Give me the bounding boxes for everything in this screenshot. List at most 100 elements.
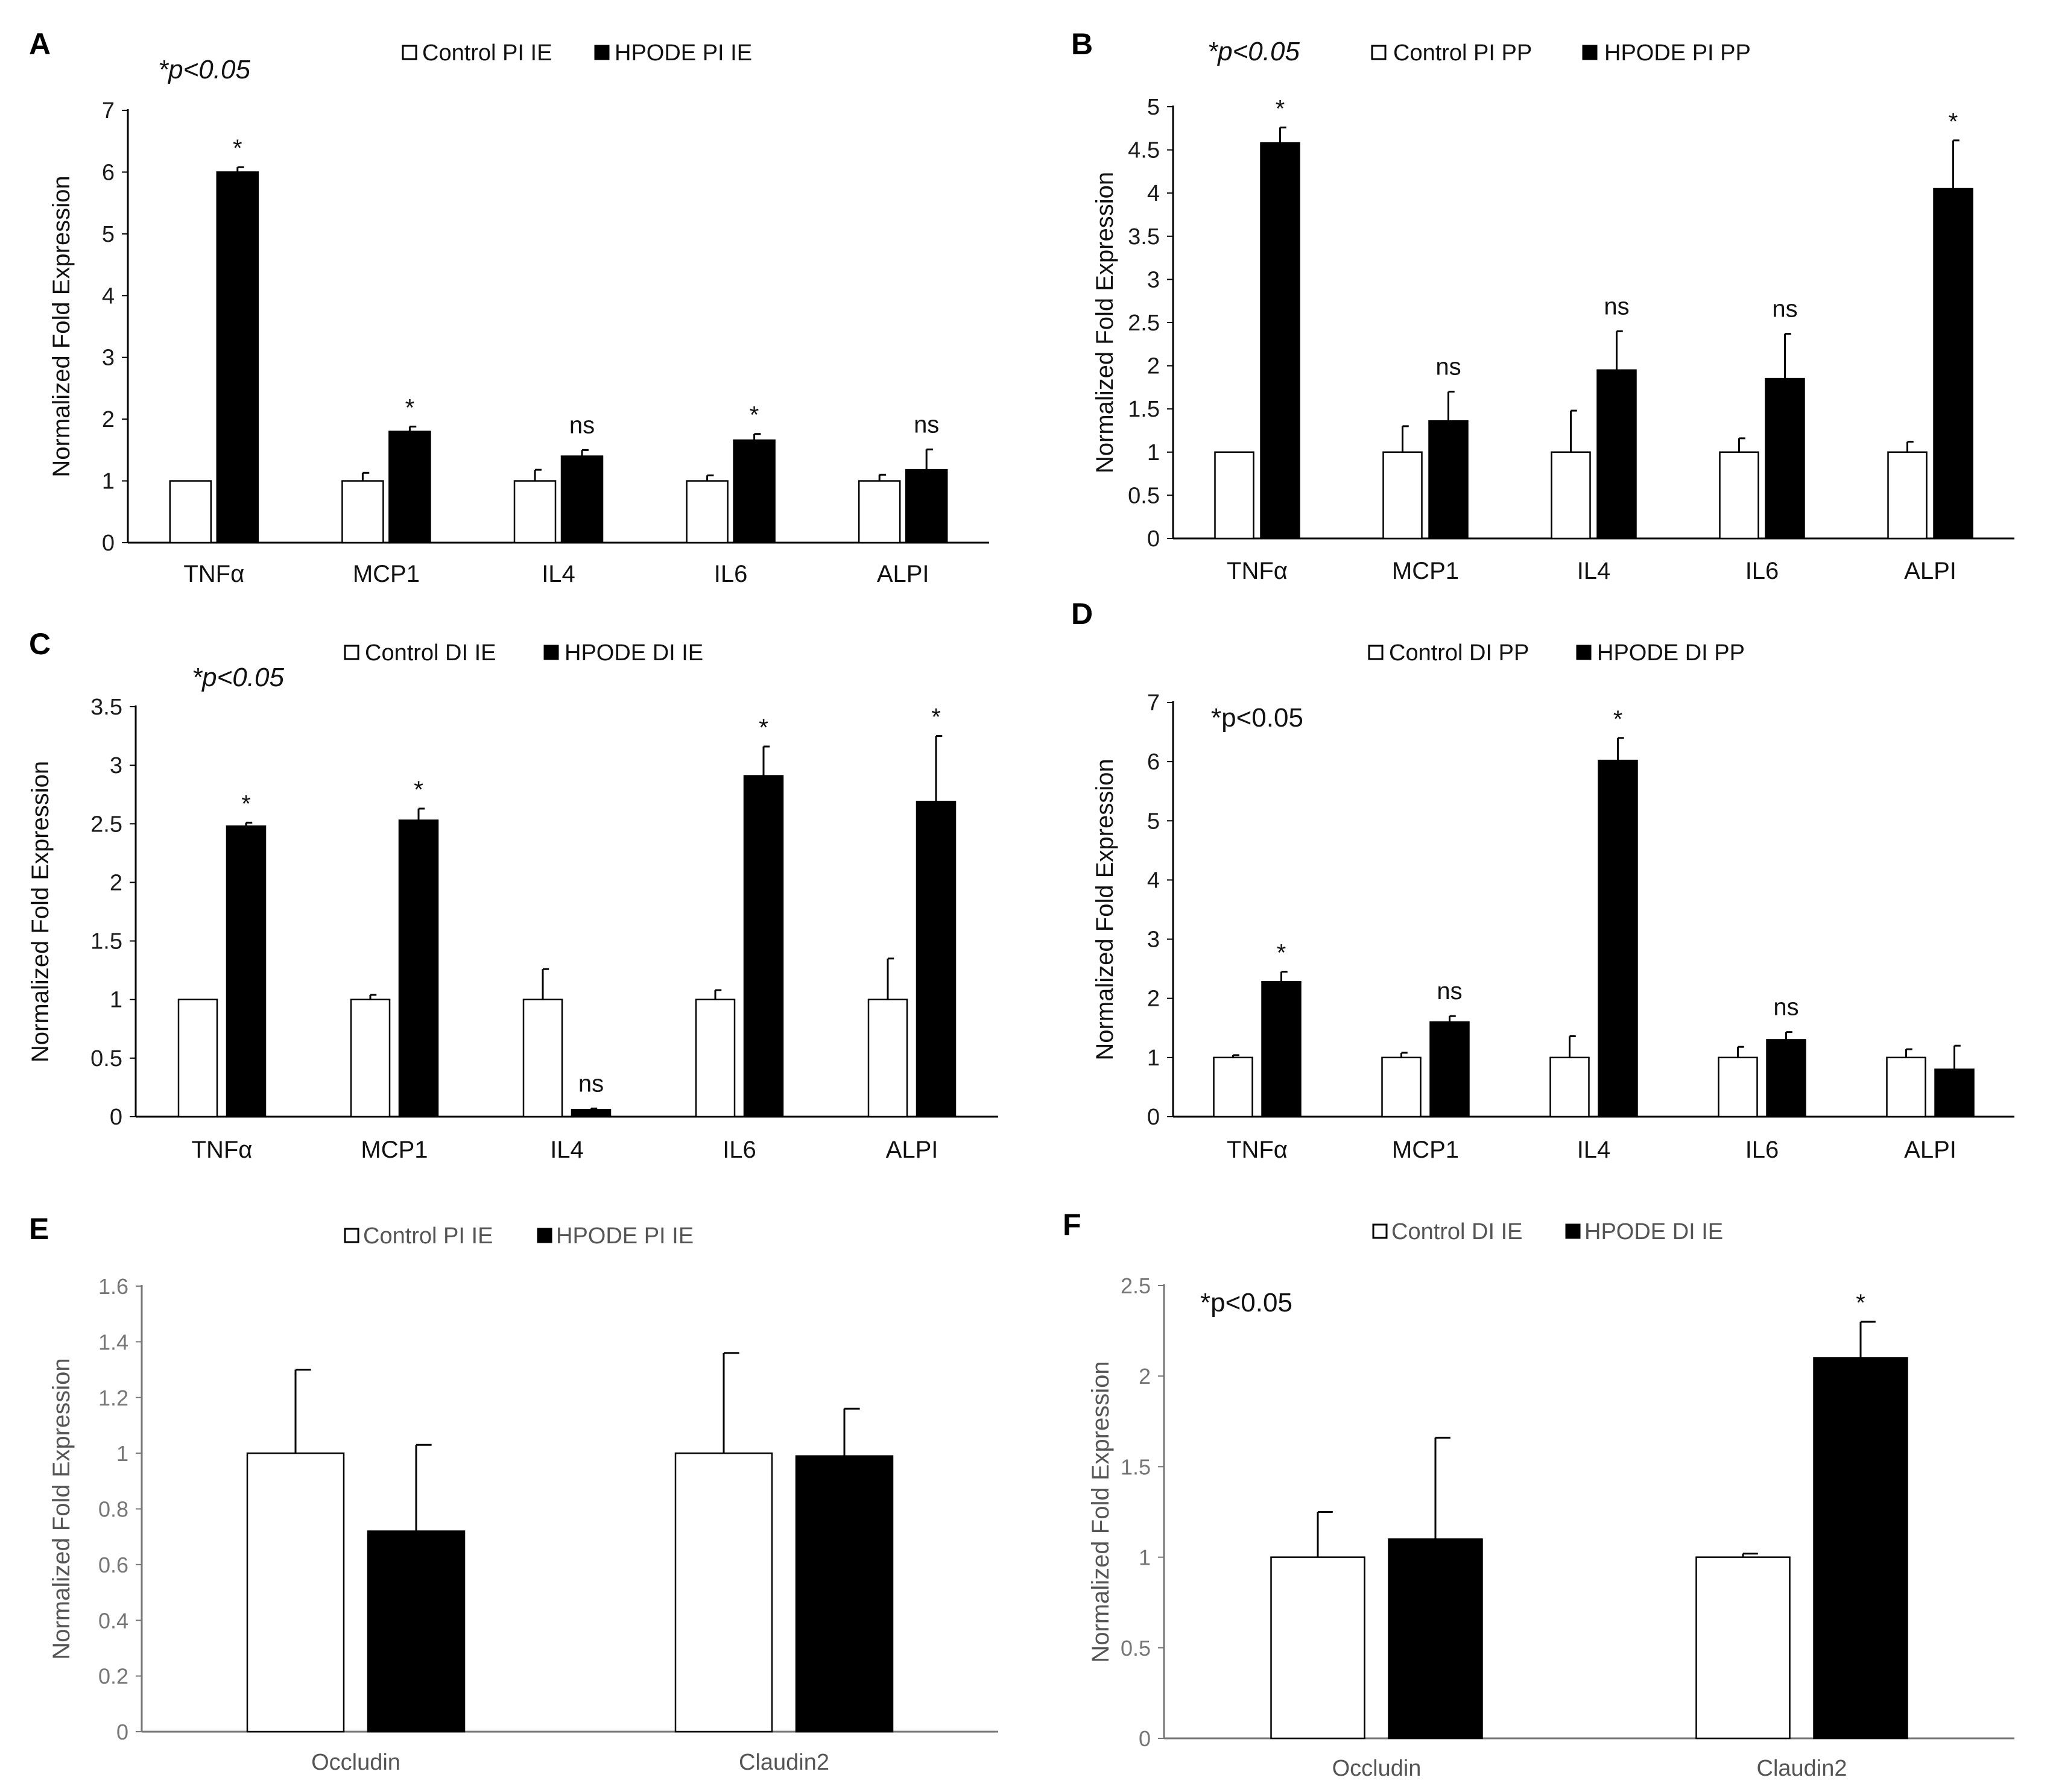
legend-swatch-control	[1372, 1223, 1388, 1239]
legend-swatch-hpode	[1565, 1223, 1581, 1239]
x-category-label: IL6	[1745, 1137, 1779, 1163]
panel-letter: F	[1063, 1208, 1081, 1241]
y-tick-label: 7	[1147, 690, 1160, 716]
x-category-label: MCP1	[1392, 558, 1459, 584]
panel-letter: E	[29, 1212, 49, 1246]
y-tick-label: 1	[1139, 1545, 1151, 1570]
x-category-label: Claudin2	[739, 1750, 829, 1775]
legend-label-control: Control PI IE	[422, 40, 552, 66]
y-tick-label: 5	[1147, 809, 1160, 834]
significance-star: *	[405, 394, 415, 421]
significance-ns: ns	[569, 412, 595, 438]
y-tick-label: 3	[1147, 267, 1160, 292]
bar-control	[341, 480, 384, 544]
bar-hpode	[1813, 1357, 1908, 1740]
y-tick-label: 3.5	[90, 695, 122, 720]
y-tick-label: 0.8	[98, 1497, 128, 1522]
bar-hpode	[1261, 980, 1302, 1118]
legend-swatch-hpode	[1576, 645, 1592, 660]
x-category-label: Claudin2	[1757, 1756, 1847, 1781]
significance-star: *	[233, 135, 242, 162]
y-tick-label: 0.5	[90, 1046, 122, 1071]
bar-control	[1382, 451, 1423, 540]
significance-ns: ns	[1772, 296, 1797, 323]
bar-hpode	[905, 469, 948, 544]
x-category-label: ALPI	[877, 561, 929, 587]
x-category-label: IL6	[714, 561, 748, 587]
significance-star: *	[759, 715, 768, 741]
y-tick-label: 2	[110, 870, 122, 895]
x-category-label: TNFα	[1227, 1137, 1288, 1163]
significance-ns: ns	[914, 411, 939, 438]
bar-hpode	[1260, 142, 1300, 540]
y-tick-label: 2.5	[1121, 1273, 1151, 1298]
significance-star: *	[1856, 1290, 1865, 1316]
bar-control	[1719, 451, 1759, 540]
y-tick-label: 0.5	[1128, 483, 1160, 508]
pvalue-note: *p<0.05	[1207, 37, 1300, 66]
bar-control	[1381, 1056, 1422, 1118]
significance-ns: ns	[578, 1070, 604, 1097]
significance-star: *	[750, 402, 759, 429]
bar-control	[858, 480, 901, 544]
significance-star: *	[414, 777, 423, 803]
y-tick-label: 1.5	[1121, 1454, 1151, 1479]
panel-c: C *p<0.05 Control DI IE HPODE DI IE 0 0.5 1 1.5…	[27, 627, 998, 1163]
panel-letter: A	[29, 27, 51, 61]
legend-label-hpode: HPODE PI IE	[556, 1223, 694, 1249]
x-category-label: IL4	[1577, 558, 1611, 584]
bar-control	[1213, 1056, 1253, 1118]
bar-control	[1549, 1056, 1590, 1118]
y-tick-label: 1	[1147, 1046, 1160, 1071]
x-category-label: IL4	[550, 1137, 584, 1163]
legend-swatch-hpode	[594, 45, 610, 60]
y-axis-title: Normalized Fold Expression	[27, 761, 54, 1062]
bar-hpode	[1428, 420, 1469, 540]
bar-control	[522, 999, 563, 1118]
bar-hpode	[1934, 1068, 1975, 1118]
bar-hpode	[398, 819, 439, 1118]
y-axis-title: Normalized Fold Expression	[1092, 759, 1118, 1060]
y-axis-title: Normalized Fold Expression	[48, 1358, 75, 1659]
bar-control	[1270, 1556, 1365, 1740]
y-tick-label: 1.2	[98, 1386, 128, 1410]
legend-swatch-control	[1368, 645, 1384, 660]
panel-letter: B	[1071, 27, 1093, 61]
x-category-label: TNFα	[183, 561, 244, 587]
x-category-label: IL6	[1745, 558, 1779, 584]
bar-control	[695, 999, 736, 1118]
y-tick-label: 1	[102, 469, 115, 494]
bar-hpode	[560, 455, 604, 544]
significance-ns: ns	[1604, 293, 1629, 320]
legend-label-hpode: HPODE PI IE	[615, 40, 752, 66]
y-tick-label: 2	[1147, 354, 1160, 379]
y-tick-label: 0	[1139, 1726, 1151, 1751]
y-tick-label: 0	[102, 531, 115, 556]
panel-letter: D	[1071, 597, 1093, 631]
y-tick-label: 0.4	[98, 1608, 128, 1633]
legend-label-hpode: HPODE DI IE	[565, 640, 703, 666]
legend-label-hpode: HPODE PI PP	[1604, 40, 1751, 66]
bar-control	[1551, 451, 1591, 540]
y-tick-label: 2	[1147, 986, 1160, 1012]
y-tick-label: 1.5	[90, 929, 122, 954]
y-tick-label: 1	[116, 1441, 128, 1466]
y-tick-label: 2.5	[1128, 311, 1160, 336]
y-tick-label: 3	[1147, 927, 1160, 953]
legend-swatch-hpode	[543, 645, 559, 660]
bar-control	[169, 480, 212, 544]
x-category-label: ALPI	[1904, 558, 1957, 584]
pvalue-note: *p<0.05	[192, 663, 284, 692]
bar-control	[1718, 1056, 1758, 1118]
legend-label-control: Control DI IE	[1391, 1219, 1523, 1245]
y-tick-label: 0.6	[98, 1553, 128, 1577]
y-tick-label: 2.5	[90, 812, 122, 837]
significance-star: *	[1277, 940, 1286, 967]
y-tick-label: 4	[1147, 868, 1160, 893]
y-tick-label: 1.4	[98, 1330, 128, 1354]
bar-hpode	[226, 825, 267, 1118]
bar-hpode	[1765, 377, 1805, 540]
bar-control	[1214, 451, 1254, 540]
bar-control	[686, 480, 729, 544]
legend-label-control: Control PI IE	[363, 1223, 493, 1249]
